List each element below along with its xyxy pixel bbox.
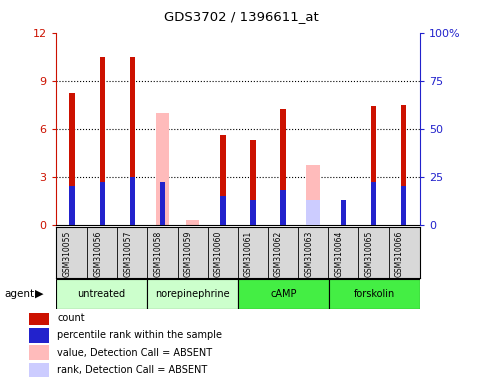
Bar: [306, 166, 320, 225]
Bar: [186, 220, 199, 225]
Bar: [156, 113, 170, 225]
Text: GSM310058: GSM310058: [154, 231, 163, 277]
Text: GSM310063: GSM310063: [304, 231, 313, 277]
Bar: [28, 328, 49, 343]
Text: GSM310066: GSM310066: [395, 231, 404, 277]
Text: ▶: ▶: [35, 289, 44, 299]
Text: GSM310061: GSM310061: [244, 231, 253, 277]
Text: percentile rank within the sample: percentile rank within the sample: [57, 330, 223, 340]
Bar: [56, 279, 147, 309]
Bar: [70, 186, 75, 225]
Bar: [371, 182, 376, 225]
Bar: [280, 190, 286, 225]
Text: agent: agent: [5, 289, 35, 299]
Bar: [238, 279, 329, 309]
Bar: [306, 200, 320, 225]
Bar: [160, 182, 165, 225]
Text: value, Detection Call = ABSENT: value, Detection Call = ABSENT: [57, 348, 213, 358]
Bar: [220, 135, 226, 225]
Text: GSM310062: GSM310062: [274, 231, 283, 277]
Bar: [70, 93, 75, 225]
Bar: [371, 106, 376, 225]
Bar: [329, 279, 420, 309]
Text: GSM310064: GSM310064: [334, 231, 343, 277]
Text: GSM310056: GSM310056: [93, 231, 102, 277]
Bar: [341, 200, 346, 225]
Bar: [401, 186, 406, 225]
Bar: [129, 57, 135, 225]
Bar: [147, 279, 238, 309]
Bar: [220, 196, 226, 225]
Bar: [99, 57, 105, 225]
Text: untreated: untreated: [77, 289, 125, 299]
Text: GSM310055: GSM310055: [63, 231, 72, 277]
Text: cAMP: cAMP: [270, 289, 297, 299]
Bar: [28, 345, 49, 360]
Text: GSM310060: GSM310060: [214, 231, 223, 277]
Bar: [250, 140, 256, 225]
Text: rank, Detection Call = ABSENT: rank, Detection Call = ABSENT: [57, 365, 208, 375]
Text: count: count: [57, 313, 85, 323]
Bar: [28, 362, 49, 377]
Text: GDS3702 / 1396611_at: GDS3702 / 1396611_at: [164, 10, 319, 23]
Bar: [129, 177, 135, 225]
Text: norepinephrine: norepinephrine: [155, 289, 229, 299]
Bar: [99, 182, 105, 225]
Text: GSM310065: GSM310065: [365, 231, 373, 277]
Text: GSM310059: GSM310059: [184, 231, 193, 277]
Text: GSM310057: GSM310057: [123, 231, 132, 277]
Bar: [28, 310, 49, 325]
Bar: [250, 200, 256, 225]
Bar: [280, 109, 286, 225]
Bar: [401, 105, 406, 225]
Text: forskolin: forskolin: [354, 289, 395, 299]
